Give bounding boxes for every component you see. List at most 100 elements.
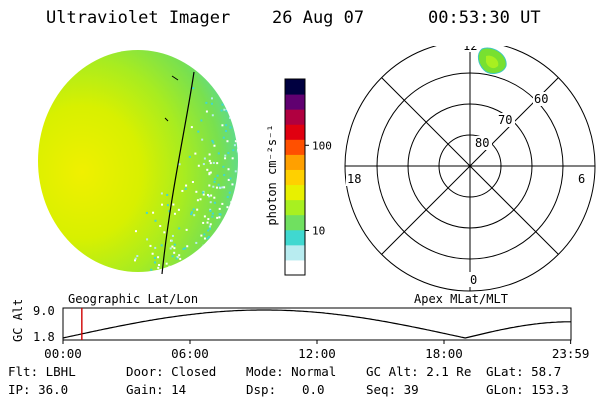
colorbar-unit-label: photon cm⁻²s⁻¹ bbox=[265, 124, 279, 226]
globe-speckle bbox=[209, 227, 212, 230]
globe-speckle bbox=[202, 221, 205, 224]
globe-speckle bbox=[231, 183, 234, 186]
globe-speckle bbox=[229, 213, 232, 216]
colorbar-blocks bbox=[285, 79, 305, 276]
globe-speckle bbox=[195, 190, 198, 193]
timeline-x-ticks: 00:00 06:00 12:00 18:00 23:59 bbox=[44, 340, 589, 361]
mlt-label-bg bbox=[468, 272, 480, 287]
lat-label-60: 60 bbox=[534, 92, 548, 106]
globe-speckle bbox=[226, 196, 229, 199]
colorbar-block bbox=[285, 184, 305, 201]
globe-speckle bbox=[240, 238, 242, 240]
globe-speckle bbox=[212, 185, 215, 188]
globe-speckle bbox=[218, 207, 221, 210]
globe-speckle bbox=[225, 109, 228, 112]
globe-speckle bbox=[182, 269, 185, 272]
globe-speckle bbox=[153, 261, 156, 264]
globe-speckle bbox=[192, 208, 195, 211]
terminator-line bbox=[161, 71, 195, 275]
globe-speckle bbox=[201, 191, 204, 194]
globe-speckle bbox=[205, 110, 208, 113]
y-tick-1-8: 1.8 bbox=[33, 330, 55, 344]
globe-speckle bbox=[178, 227, 181, 230]
globe-speckle bbox=[207, 260, 210, 263]
globe-speckle bbox=[175, 257, 178, 260]
globe-speckle bbox=[134, 230, 137, 233]
timeline-x-tick-label: 06:00 bbox=[171, 346, 209, 361]
globe-speckle bbox=[157, 256, 160, 259]
flt-value: Flt: LBHL bbox=[8, 364, 76, 379]
globe-speckle bbox=[195, 241, 198, 244]
globe-speckle bbox=[159, 225, 162, 228]
globe-speckle bbox=[214, 273, 216, 275]
globe-speckle bbox=[237, 136, 238, 139]
globe-speckle bbox=[189, 268, 192, 271]
globe-speckle bbox=[243, 82, 244, 84]
globe-speckle bbox=[228, 257, 231, 260]
globe-mark bbox=[171, 75, 179, 81]
globe-speckle bbox=[218, 216, 221, 219]
globe-speckle bbox=[194, 152, 197, 155]
globe-speckle bbox=[226, 206, 229, 209]
gc-alt-value: GC Alt: 2.1 Re bbox=[366, 364, 472, 379]
globe-speckle bbox=[228, 191, 231, 194]
colorbar-tick-label: 10 bbox=[312, 224, 325, 237]
globe-speckle bbox=[209, 208, 212, 211]
globe-speckle bbox=[231, 243, 234, 246]
globe-speckle bbox=[212, 266, 215, 269]
globe-speckle bbox=[178, 163, 181, 166]
globe-speckle bbox=[182, 247, 185, 250]
globe-speckle bbox=[207, 193, 210, 196]
globe-speckle bbox=[208, 153, 211, 156]
mlt-label-6: 6 bbox=[578, 172, 585, 186]
globe-speckle bbox=[219, 263, 222, 266]
globe-speckle bbox=[243, 155, 244, 157]
globe-speckle bbox=[186, 245, 189, 248]
globe-speckle bbox=[173, 251, 176, 254]
globe-speckle bbox=[241, 229, 243, 231]
globe-speckle bbox=[243, 197, 244, 199]
globe-speckle bbox=[240, 206, 242, 208]
globe-speckle bbox=[231, 214, 234, 217]
globe-speckle bbox=[233, 228, 236, 231]
globe-speckle bbox=[222, 136, 225, 139]
globe-speckle bbox=[216, 216, 219, 219]
globe-speckle bbox=[237, 243, 238, 246]
globe-speckle bbox=[218, 91, 221, 94]
globe-speckle bbox=[214, 234, 217, 237]
globe-speckle bbox=[196, 199, 199, 202]
globe-speckle bbox=[239, 167, 241, 169]
colorbar-block bbox=[285, 139, 305, 155]
globe-speckle bbox=[145, 211, 148, 214]
globe-speckle bbox=[167, 275, 169, 276]
globe-speckle bbox=[210, 255, 213, 258]
colorbar-block bbox=[285, 79, 305, 95]
globe-speckle bbox=[208, 172, 211, 175]
globe-speckle bbox=[193, 214, 196, 217]
globe-speckle bbox=[242, 84, 244, 86]
globe-speckle bbox=[179, 273, 181, 275]
globe-speckle bbox=[240, 267, 242, 269]
globe-speckle bbox=[201, 138, 204, 141]
globe-speckle bbox=[222, 255, 225, 258]
globe-speckle bbox=[206, 168, 209, 171]
globe-speckle bbox=[207, 218, 210, 221]
globe-speckle bbox=[166, 193, 169, 196]
globe-speckle bbox=[152, 211, 155, 214]
globe-speckle bbox=[213, 258, 216, 261]
globe-speckle bbox=[205, 271, 208, 272]
globe-speckle bbox=[219, 213, 222, 216]
globe-speckle bbox=[199, 252, 202, 255]
colorbar-block bbox=[285, 259, 305, 276]
polar-plot: 12 18 6 0 80 70 60 bbox=[344, 46, 596, 292]
globe-speckle bbox=[213, 263, 216, 266]
globe-speckle bbox=[242, 243, 244, 245]
mlt-label-12: 12 bbox=[463, 46, 477, 53]
globe-speckle bbox=[228, 226, 231, 229]
timeline-x-tick-label: 00:00 bbox=[44, 346, 82, 361]
globe-speckle bbox=[227, 168, 230, 171]
colorbar-block bbox=[285, 244, 305, 261]
globe-speckle bbox=[242, 236, 244, 238]
globe-speckle bbox=[204, 246, 207, 249]
globe-speckle bbox=[221, 202, 224, 205]
